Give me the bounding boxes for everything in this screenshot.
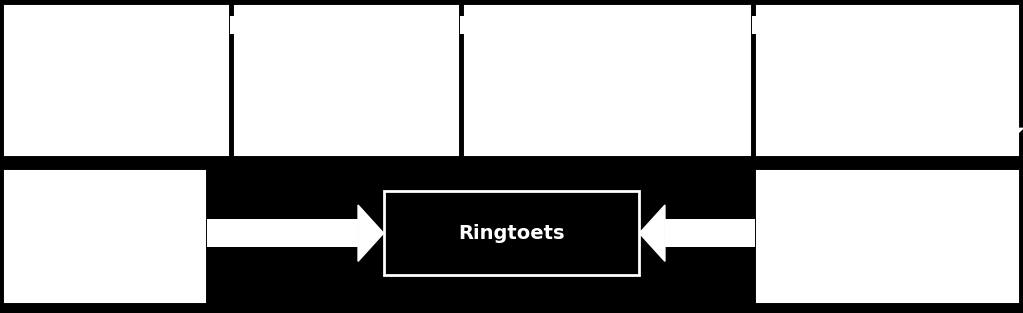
Bar [757, 171, 1018, 302]
Text: Ringtoets: Ringtoets [458, 224, 565, 243]
Polygon shape [982, 128, 1023, 147]
Text: STAP 1: STAP 1 [39, 16, 108, 34]
Text: STAP 2: STAP 2 [264, 16, 333, 34]
Polygon shape [836, 9, 854, 41]
Bar [5, 171, 205, 302]
Text: STAP 5: STAP 5 [853, 94, 923, 112]
Polygon shape [248, 9, 266, 41]
Text: STAP 3: STAP 3 [510, 16, 580, 34]
Polygon shape [358, 205, 384, 261]
Bar [465, 6, 750, 155]
Polygon shape [503, 9, 522, 41]
Bar [230, 16, 248, 33]
Bar [992, 85, 1013, 128]
Bar [5, 6, 228, 155]
Polygon shape [772, 128, 813, 147]
Bar [752, 16, 836, 33]
Bar [665, 219, 755, 247]
Polygon shape [639, 205, 665, 261]
Bar [783, 85, 803, 128]
Bar [460, 16, 503, 33]
Text: STAP 4: STAP 4 [825, 16, 894, 34]
Bar [757, 6, 1018, 155]
Bar [384, 191, 639, 275]
Bar [207, 219, 358, 247]
Bar [235, 6, 458, 155]
